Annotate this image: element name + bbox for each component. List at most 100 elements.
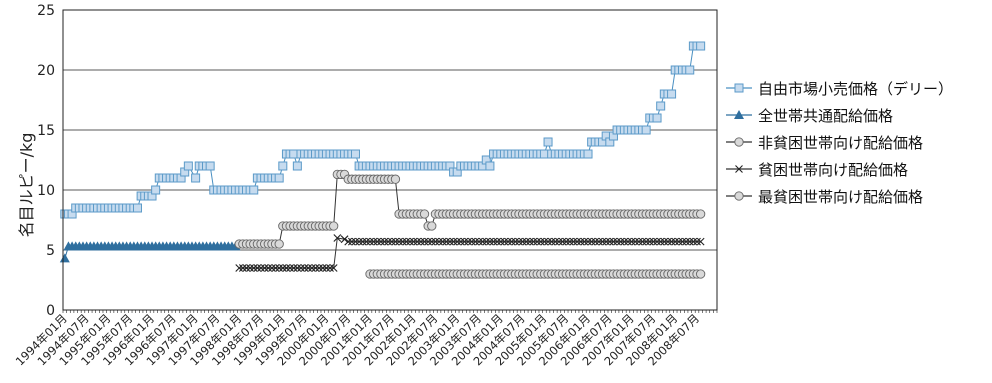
legend-label: 非貧困世帯向け配給価格: [758, 134, 923, 152]
circle-marker: [329, 221, 339, 231]
cross-marker: [464, 237, 473, 246]
y-tick-label: 20: [37, 63, 55, 79]
cross-marker: [249, 264, 258, 272]
cross-marker: [602, 237, 611, 246]
cross-marker: [398, 237, 407, 246]
cross-marker: [326, 264, 334, 272]
cross-marker: [257, 264, 265, 272]
cross-marker: [438, 237, 447, 246]
cross-marker: [735, 165, 743, 173]
square-marker: [274, 173, 284, 183]
cross-marker: [613, 237, 621, 246]
cross-marker: [667, 237, 676, 246]
cross-marker: [649, 237, 658, 246]
cross-marker: [416, 237, 425, 246]
cross-marker: [515, 237, 523, 246]
circle-marker: [274, 239, 284, 249]
cross-marker: [413, 237, 422, 246]
square-marker: [278, 161, 288, 171]
legend-label: 自由市場小売価格（デリー）: [758, 80, 953, 98]
cross-marker: [645, 237, 654, 246]
cross-marker: [377, 237, 385, 246]
cross-marker: [656, 237, 665, 246]
cross-marker: [446, 237, 454, 246]
y-axis-label: 名目ルピー/kg: [17, 133, 36, 238]
y-tick-label: 25: [37, 3, 55, 19]
square-marker: [350, 149, 360, 159]
cross-marker: [366, 237, 374, 246]
square-marker: [205, 161, 215, 171]
cross-marker: [435, 237, 443, 246]
cross-marker: [297, 264, 305, 272]
cross-marker: [693, 237, 701, 246]
cross-marker: [242, 264, 251, 272]
cross-marker: [518, 237, 527, 246]
cross-marker: [562, 237, 571, 246]
square-marker: [734, 83, 744, 93]
cross-marker: [500, 237, 509, 246]
cross-marker: [533, 237, 542, 246]
cross-marker: [507, 237, 516, 246]
cross-marker: [391, 237, 400, 246]
cross-marker: [580, 237, 589, 246]
triangle-marker: [59, 253, 70, 263]
cross-marker: [660, 237, 669, 246]
cross-marker: [638, 237, 647, 246]
axes: 05101520251994年01月1994年07月1995年01月1995年0…: [13, 3, 718, 368]
cross-marker: [395, 237, 403, 246]
cross-marker: [471, 237, 480, 246]
cross-marker: [362, 237, 371, 246]
cross-marker: [268, 264, 276, 272]
circle-marker: [734, 191, 744, 201]
cross-marker: [380, 237, 389, 246]
cross-marker: [674, 237, 683, 246]
cross-marker: [609, 237, 618, 246]
series-line: [239, 173, 701, 245]
cross-marker: [347, 237, 356, 246]
cross-marker: [431, 237, 440, 246]
square-marker: [667, 89, 677, 99]
legend-label: 最貧困世帯向け配給価格: [758, 188, 923, 206]
cross-marker: [624, 237, 632, 246]
cross-marker: [456, 237, 465, 246]
cross-marker: [373, 237, 382, 246]
cross-marker: [522, 237, 531, 246]
cross-marker: [631, 237, 640, 246]
cross-marker: [536, 237, 545, 246]
cross-marker: [329, 264, 338, 272]
cross-marker: [453, 237, 462, 246]
cross-marker: [525, 237, 534, 246]
square-marker: [191, 173, 201, 183]
y-tick-label: 15: [37, 123, 55, 139]
cross-marker: [544, 237, 552, 246]
y-tick-label: 0: [46, 303, 55, 319]
legend-label: 貧困世帯向け配給価格: [758, 161, 908, 179]
cross-marker: [260, 264, 269, 272]
cross-marker: [591, 237, 600, 246]
cross-marker: [482, 237, 491, 246]
cross-marker: [340, 235, 349, 244]
cross-marker: [315, 264, 324, 272]
y-tick-label: 10: [37, 183, 55, 199]
cross-marker: [529, 237, 538, 246]
cross-marker: [424, 237, 433, 246]
cross-marker: [551, 237, 560, 246]
cross-marker: [496, 237, 505, 246]
cross-marker: [547, 237, 556, 246]
cross-marker: [555, 237, 563, 246]
cross-marker: [420, 237, 429, 246]
cross-marker: [351, 237, 360, 246]
square-marker: [685, 65, 695, 75]
cross-marker: [282, 264, 291, 272]
cross-marker: [406, 237, 414, 246]
cross-marker: [634, 237, 643, 246]
legend-label: 全世帯共通配給価格: [758, 107, 893, 125]
square-marker: [485, 161, 495, 171]
cross-marker: [369, 237, 378, 246]
cross-marker: [558, 237, 567, 246]
cross-marker: [493, 237, 502, 246]
cross-marker: [271, 264, 280, 272]
cross-marker: [605, 237, 614, 246]
cross-marker: [584, 237, 592, 246]
